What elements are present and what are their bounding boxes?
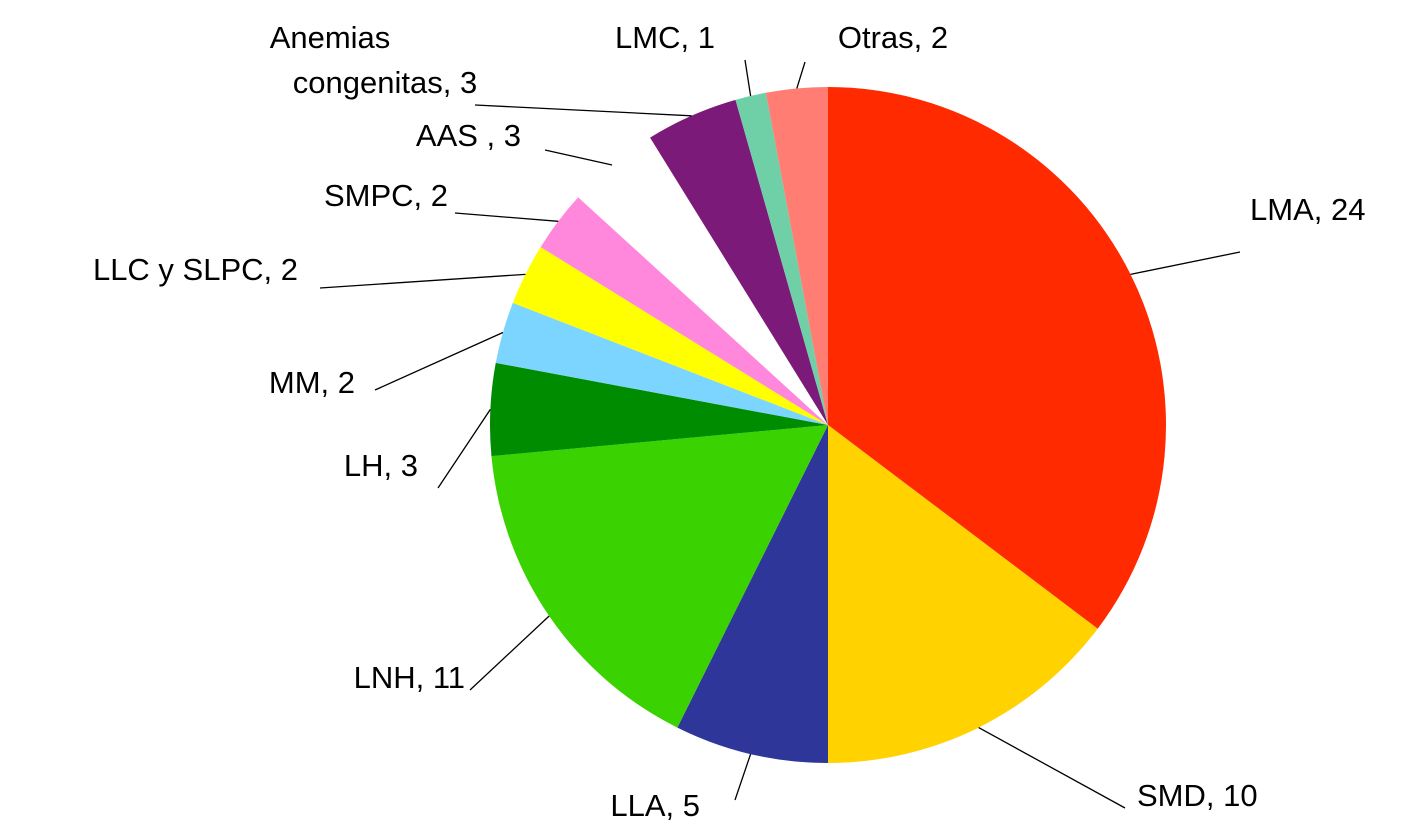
slice-label: LNH, 11 — [354, 660, 465, 695]
leader-line — [454, 212, 559, 222]
pie-slice — [765, 87, 828, 425]
pie-slice — [828, 87, 1166, 629]
pie-slice — [491, 425, 828, 728]
slice-label: MM, 2 — [269, 365, 355, 400]
pie-slice — [828, 425, 1098, 763]
pie-slice — [735, 92, 828, 425]
leader-line — [1130, 251, 1241, 275]
leader-line — [734, 753, 752, 801]
slice-label: LLC y SLPC, 2 — [93, 252, 298, 287]
slice-label: Otras, 2 — [838, 20, 948, 55]
slice-label: AAS , 3 — [416, 118, 521, 153]
leader-line — [978, 726, 1126, 809]
label-line: congenitas, 3 — [293, 65, 477, 100]
leader-line — [374, 331, 504, 391]
leader-line — [474, 104, 692, 117]
slice-label: LLA, 5 — [610, 788, 700, 823]
slice-label: Anemias congenitas, 3 — [270, 20, 478, 100]
pie-slice — [650, 99, 828, 426]
leader-line — [544, 149, 613, 166]
leader-line — [469, 615, 550, 691]
leader-line — [744, 59, 752, 97]
slice-label: SMPC, 2 — [324, 178, 448, 213]
pie-slice — [677, 425, 828, 763]
leader-line — [319, 273, 526, 289]
slice-label: LH, 3 — [344, 448, 418, 483]
pie-slice — [495, 302, 828, 425]
pie-slice — [490, 362, 828, 457]
pie-slice — [512, 247, 828, 425]
label-line: Anemias — [270, 20, 391, 55]
leader-line — [437, 409, 491, 489]
slice-label: SMD, 10 — [1137, 778, 1258, 813]
pie-slice — [578, 137, 828, 426]
slice-label: LMC, 1 — [615, 20, 715, 55]
leader-line — [796, 61, 806, 89]
pie-slice — [540, 197, 828, 425]
slice-label: LMA, 24 — [1250, 192, 1365, 227]
